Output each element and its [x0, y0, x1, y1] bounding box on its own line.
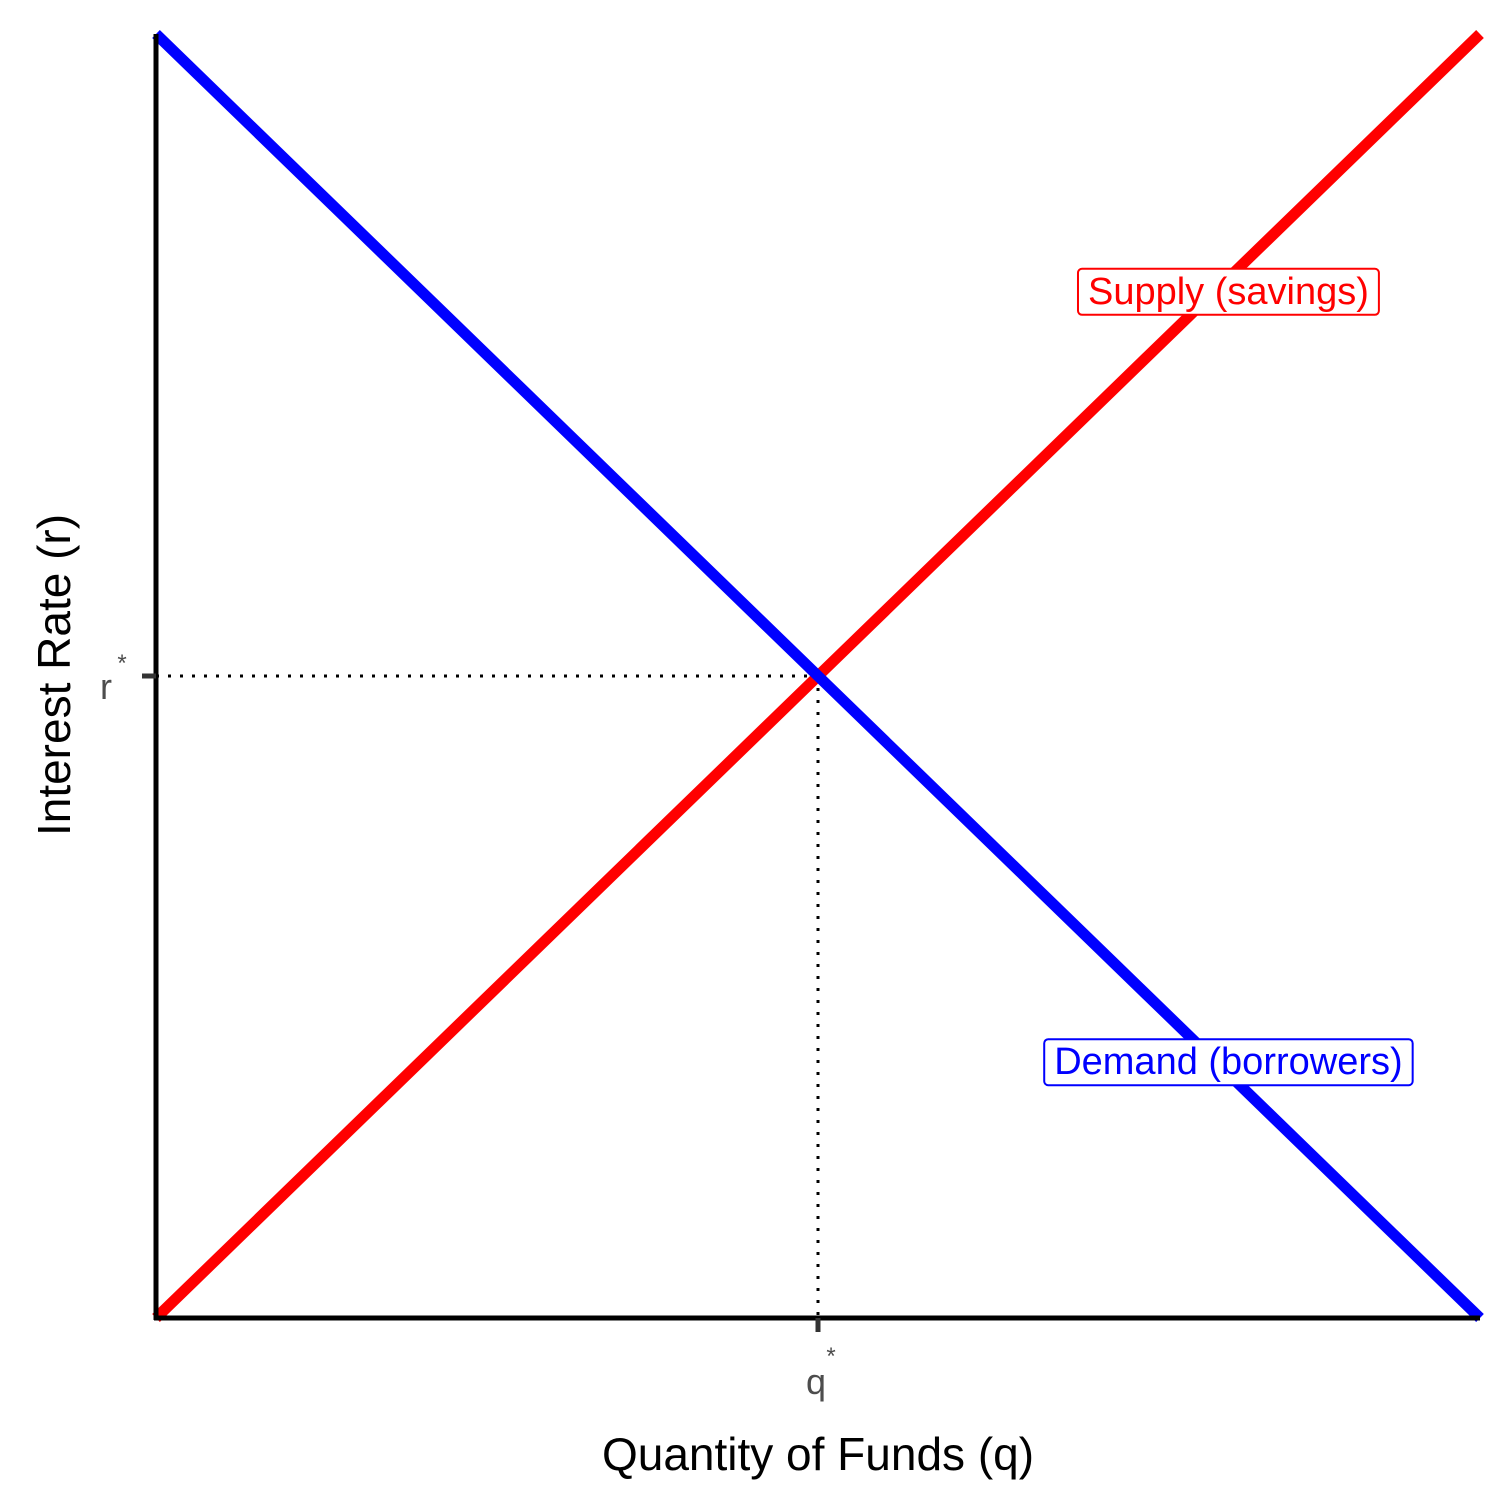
y-tick-superscript: * [117, 650, 126, 677]
y-tick-label: r [100, 666, 112, 707]
demand-line [152, 30, 1484, 1322]
demand-label: Demand (borrowers) [1043, 1038, 1414, 1087]
curve-labels: Supply (savings) Demand (borrowers) [1043, 267, 1414, 1087]
label-text: Demand (borrowers) [1054, 1041, 1402, 1083]
x-axis-title: Quantity of Funds (q) [602, 1428, 1034, 1480]
label-box [1076, 267, 1380, 316]
series-layer [152, 30, 1484, 1322]
x-tick-label: q [806, 1361, 826, 1402]
y-axis-title: Interest Rate (r) [28, 514, 80, 836]
label-box [1043, 1038, 1414, 1087]
supply-label: Supply (savings) [1076, 267, 1380, 316]
label-text: Supply (savings) [1088, 271, 1369, 313]
x-tick-superscript: * [826, 1343, 835, 1370]
equilibrium-guides [156, 674, 820, 1318]
ticks: q*r* [100, 650, 836, 1402]
